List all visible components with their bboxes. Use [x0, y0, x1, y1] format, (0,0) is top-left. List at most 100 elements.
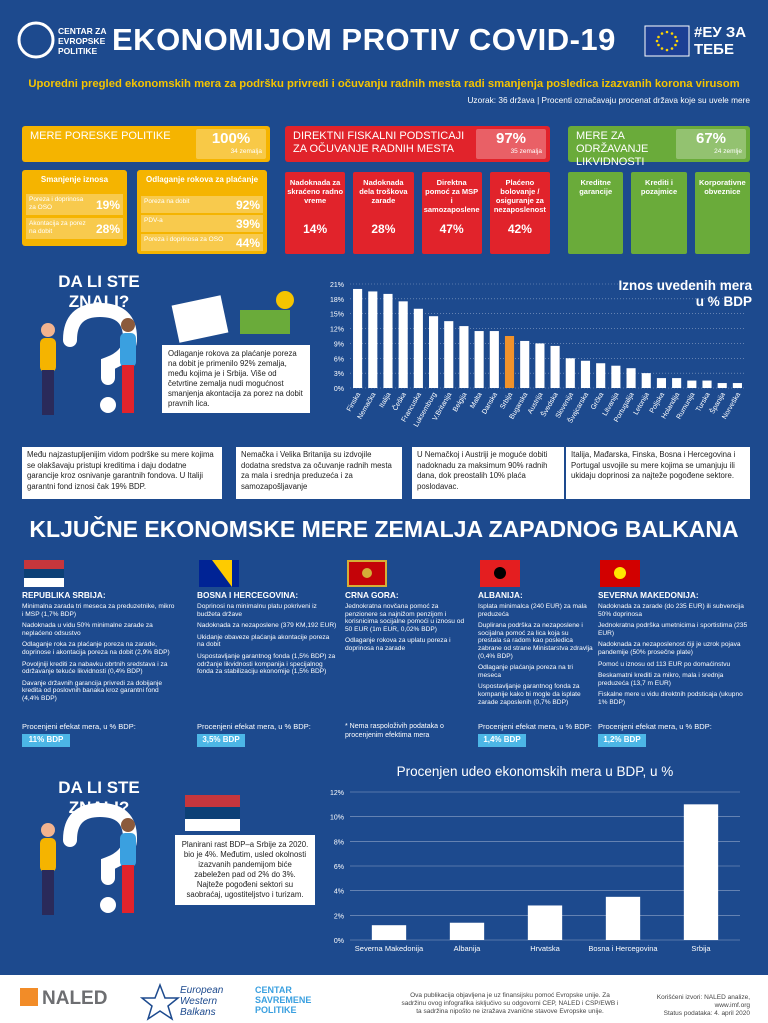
bar — [580, 360, 591, 388]
card-header: MERE PORESKE POLITIKE 100% 34 zemalja — [22, 126, 270, 162]
card-pct-box: 97% 35 zemalja — [476, 129, 546, 159]
y-tick-label: 8% — [334, 839, 344, 846]
bar — [605, 896, 641, 940]
card-title: MERE PORESKE POLITIKE — [30, 130, 171, 142]
bar — [444, 321, 454, 388]
group-title: Odlaganje rokova za plaćanje — [145, 175, 259, 184]
fact-box: Među najzastupljenijim vidom podrške su … — [22, 447, 222, 499]
bar — [732, 383, 742, 388]
measure: Minimalna zarada tri meseca za preduzetn… — [22, 603, 175, 618]
item-pct: 39% — [235, 217, 260, 231]
bar — [641, 373, 651, 388]
item-label: Plaćeno bolovanje / osiguranje za nezapo… — [493, 178, 546, 214]
measure: Uspostavljanje garantnog fonda za kompan… — [478, 683, 581, 706]
footer-status: Status podataka: 4. april 2020 — [663, 1010, 750, 1017]
item-label: Poreza i doprinosa za OSO — [144, 236, 224, 243]
bar — [520, 340, 530, 388]
card-pct-box: 100% 34 zemalja — [196, 129, 266, 159]
chart: 0% 2% 4% 6% 8% 10% 12% — [330, 790, 740, 945]
card-title: DIREKTNI FISKALNI PODSTICAJI ZA OČUVANJE… — [293, 130, 465, 155]
group-item: PDV-a 39% — [141, 215, 263, 232]
footer-sources: Korišćeni izvori: NALED analize, www.imf… — [656, 994, 750, 1009]
y-tick-label: 0% — [334, 386, 344, 393]
item-label: Nadoknada za skraćeno radno vreme — [287, 178, 344, 205]
y-tick-label: 3% — [334, 371, 344, 378]
card-item: Direktna pomoć za MSP i samozaposlene 47% — [421, 172, 482, 254]
y-tick-label: 21% — [330, 282, 344, 289]
card-item: Nadoknada dela troškova zarade 28% — [353, 172, 414, 254]
effect-value: 1,4% BDP — [478, 734, 526, 747]
item-pct: 42% — [507, 222, 532, 236]
group-item: Poreza i doprinosa za OSO 44% — [141, 234, 263, 251]
fact-box: Italija, Mađarska, Finska, Bosna i Herce… — [566, 447, 750, 499]
country-name: REPUBLIKA SRBIJA: — [22, 590, 106, 600]
card-item: Nadoknada za skraćeno radno vreme 14% — [285, 172, 346, 254]
footer-bg — [0, 975, 768, 1023]
illustration — [40, 291, 294, 415]
card-count: 34 zemalja — [230, 148, 262, 155]
bar — [683, 804, 719, 940]
item-label: Krediti i pozajmice — [640, 178, 678, 196]
bar — [383, 293, 393, 388]
y-tick-label: 10% — [330, 815, 344, 822]
country-column: CRNA GORA: Jednokratna novčana pomoć za p… — [345, 590, 470, 750]
item-pct: 92% — [235, 198, 260, 212]
measure: Odlaganje plaćanja poreza na tri meseca — [478, 664, 573, 679]
group-item: Akontacija za porez na dobit 28% — [26, 218, 123, 239]
bar — [489, 331, 499, 388]
flag-bih — [199, 560, 239, 587]
card-item: Plaćeno bolovanje / osiguranje za nezapo… — [489, 172, 550, 254]
measure: Nadoknada u vidu 50% minimalne zarade za… — [22, 622, 153, 637]
flag-serbia — [24, 560, 64, 587]
illustration — [40, 795, 240, 915]
country-name: ALBANIJA: — [478, 590, 523, 600]
measure: Ukidanje obaveze plaćanja akontacije por… — [197, 633, 330, 649]
item-label: Korporativne obveznice — [698, 178, 746, 196]
country-name: CRNA GORA: — [345, 590, 399, 600]
item-pct: 44% — [235, 236, 260, 250]
effect-label: Procenjeni efekat mera, u % BDP: — [598, 722, 712, 731]
y-tick-label: 6% — [334, 864, 344, 871]
y-tick-label: 6% — [334, 356, 344, 363]
item-pct: 47% — [439, 222, 464, 236]
measure: Uspostavljanje garantnog fonda (1,5% BDP… — [197, 652, 336, 676]
measure: Odlaganje roka za plaćanje poreza na zar… — [22, 641, 170, 656]
measure: Povoljniji krediti za nabavku obrtnih sr… — [22, 660, 168, 676]
y-tick-label: 15% — [330, 312, 344, 319]
item-pct: 28% — [371, 222, 396, 236]
bar — [611, 365, 621, 388]
measure: Pomoć u iznosu od 113 EUR po domaćinstvu — [598, 660, 731, 668]
y-tick-label: 0% — [334, 938, 344, 945]
hashtag: #ЕУ ЗА ТЕБЕ — [694, 24, 747, 58]
did-you-know-text: Planirani rast BDP–a Srbije za 2020. bio… — [175, 835, 315, 905]
card-pct: 97% — [495, 130, 527, 147]
bar — [702, 380, 712, 388]
logo-ring — [17, 21, 55, 59]
card-count: 24 zemlje — [714, 148, 742, 155]
section-heading: KLJUČNE EKONOMSKE MERE ZEMALJA ZAPADNOG … — [29, 516, 739, 542]
y-tick-label: 12% — [330, 327, 344, 334]
x-tick-label: Italija — [378, 391, 392, 409]
bar — [656, 378, 666, 388]
bar — [672, 378, 682, 388]
measure: Davanje državnih garancija privredi za d… — [22, 679, 163, 702]
card-pct: 67% — [695, 130, 727, 147]
bar — [504, 336, 515, 388]
item-label: Direktna pomoć za MSP i samozaposlene — [423, 178, 480, 214]
bar — [474, 331, 484, 388]
group-item: Poreza na dobit 92% — [141, 196, 263, 213]
measure: Nadoknada za nezaposlenost čiji je uzrok… — [598, 641, 741, 656]
bar — [596, 363, 606, 388]
bar — [527, 905, 563, 940]
x-tick-label: Hrvatska — [530, 944, 560, 953]
card-title: MERE ZA ODRŽAVANJE LIKVIDNOSTI — [576, 130, 649, 168]
bar — [429, 316, 439, 388]
measure: Jednokratna podrška umetnicima i sportis… — [598, 622, 748, 637]
fact-box: Nemačka i Velika Britanija su izdvojile … — [236, 447, 402, 499]
title: EKONOMIJOM PROTIV COVID-19 — [112, 22, 616, 57]
measure: Odlaganje rokova za uplatu poreza i dopr… — [345, 637, 451, 652]
flag-montenegro — [347, 560, 387, 587]
x-tick-label: Bosna i Hercegovina — [588, 944, 658, 953]
x-tick-label: Belgija — [452, 391, 469, 413]
